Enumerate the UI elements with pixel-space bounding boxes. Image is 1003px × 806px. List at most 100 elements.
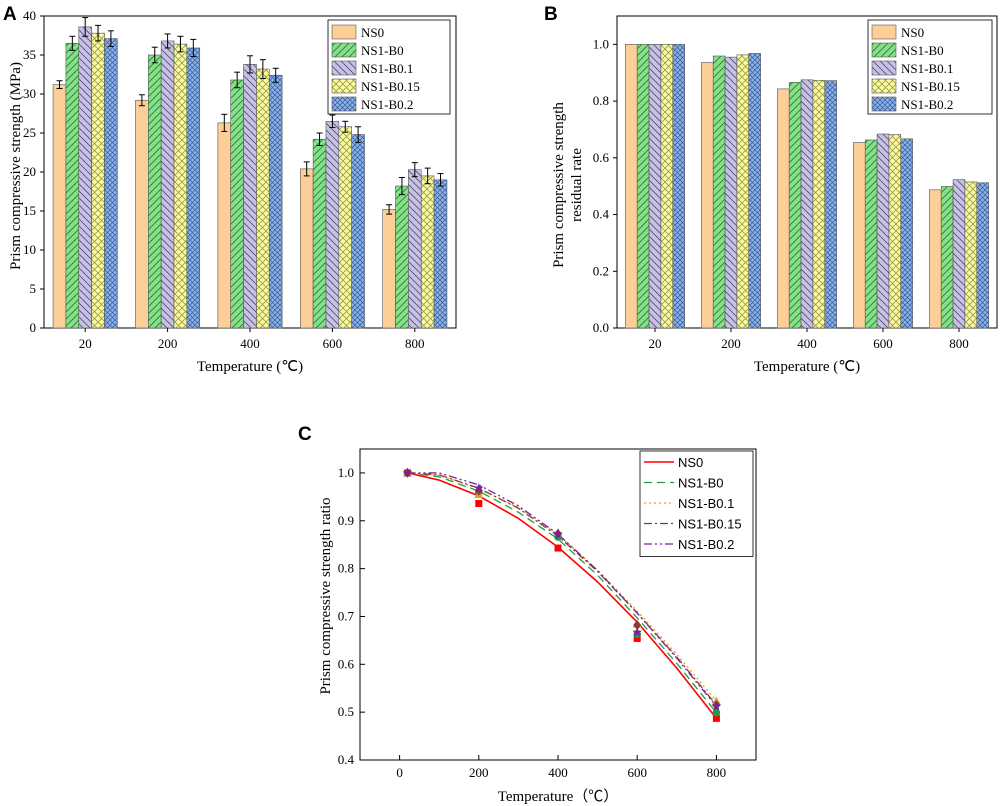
panel-c-ytick-label: 0.4 bbox=[338, 752, 355, 767]
panel-c-point-ns1-b0-2-400 bbox=[553, 529, 563, 539]
panel-a-ytick-label: 0 bbox=[30, 320, 37, 335]
panel-b-ytick-label: 0.6 bbox=[593, 150, 610, 165]
panel-a-bar-ns1-b0-2-600 bbox=[351, 134, 365, 329]
panel-a-bar-ns1-b0-1-20 bbox=[78, 26, 92, 329]
panel-c-point-ns1-b0-800 bbox=[712, 708, 721, 717]
panel-c-legend-label-ns1-b0: NS1-B0 bbox=[678, 476, 724, 491]
panel-a-chart: 0 5 10 15 20 25 30 35 40 20 200 400 600 800 NS0 NS1-B0 N… bbox=[23, 8, 457, 351]
panel-c-xtick-label: 800 bbox=[707, 765, 727, 780]
panel-a-bar-ns1-b0-15-20 bbox=[91, 32, 105, 329]
panel-c-ytick-label: 1.0 bbox=[338, 465, 354, 480]
panel-c-legend-label-ns1-b0-2: NS1-B0.2 bbox=[678, 537, 734, 552]
panel-c-legend-label-ns1-b0-1: NS1-B0.1 bbox=[678, 496, 734, 511]
panel-c-point-ns0-800 bbox=[712, 714, 720, 722]
panel-a-xtick-label: 20 bbox=[79, 336, 92, 351]
panel-a-bar-ns1-b0-2-800 bbox=[433, 179, 448, 329]
panel-c-legend-box bbox=[639, 450, 754, 557]
panel-c-xtick-label: 400 bbox=[548, 765, 568, 780]
panel-b-bar-ns1-b0-200 bbox=[712, 55, 726, 329]
panel-b-xtick-label: 200 bbox=[721, 336, 741, 351]
panel-a-ytick-label: 5 bbox=[30, 281, 37, 296]
panel-a-bar-ns1-b0-1-600 bbox=[325, 121, 340, 329]
panel-a-bar-ns0-800 bbox=[382, 209, 396, 329]
panel-b-bar-ns1-b0-15-800 bbox=[964, 181, 978, 329]
panel-c-ytick-label: 0.5 bbox=[338, 704, 354, 719]
panel-a-bar-ns0-400 bbox=[217, 122, 232, 329]
panel-a-legend-label-ns1-b0-15: NS1-B0.15 bbox=[361, 79, 420, 94]
panel-b-chart: 0.0 0.2 0.4 0.6 0.8 1.0 20 200 400 600 800 NS0 NS1-B… bbox=[593, 15, 998, 351]
panel-b-legend-swatch-ns1-b0 bbox=[871, 42, 897, 58]
panel-c-xlabel: Temperature（℃） bbox=[498, 788, 619, 805]
panel-a-legend-label-ns1-b0-2: NS1-B0.2 bbox=[361, 97, 413, 112]
panel-a-legend-swatch-ns0 bbox=[331, 24, 357, 40]
panel-a-ytick-label: 15 bbox=[23, 203, 36, 218]
panel-a-xtick-label: 200 bbox=[158, 336, 178, 351]
panel-b-xtick-label: 400 bbox=[797, 336, 817, 351]
panel-b-bar-ns1-b0-400 bbox=[788, 82, 802, 329]
panel-a-ytick-label: 40 bbox=[23, 8, 36, 23]
panel-b-bar-ns1-b0-2-800 bbox=[976, 182, 989, 329]
panel-a-letter: A bbox=[3, 4, 17, 25]
panel-b-bar-ns0-800 bbox=[929, 189, 942, 329]
panel-b-bar-ns1-b0-2-600 bbox=[900, 138, 913, 329]
panel-a-bar-ns1-b0-15-600 bbox=[338, 126, 352, 329]
panel-a-legend-label-ns1-b0-1: NS1-B0.1 bbox=[361, 61, 413, 76]
panel-b-bar-ns0-600 bbox=[853, 142, 866, 329]
panel-b-legend-label-ns1-b0-15: NS1-B0.15 bbox=[901, 79, 960, 94]
panel-b-bar-ns1-b0-15-400 bbox=[812, 80, 826, 329]
panel-c-letter: C bbox=[298, 424, 312, 445]
panel-b-legend-label-ns1-b0: NS1-B0 bbox=[901, 43, 944, 58]
panel-a-legend-swatch-ns1-b0-1 bbox=[331, 60, 357, 76]
panel-b-legend-label-ns1-b0-1: NS1-B0.1 bbox=[901, 61, 953, 76]
panel-a-bar-ns0-200 bbox=[135, 99, 149, 329]
panel-b-xtick-label: 600 bbox=[873, 336, 893, 351]
panel-b-bar-ns1-b0-15-200 bbox=[736, 54, 750, 329]
panel-a-ytick-label: 25 bbox=[23, 125, 36, 140]
panel-a-xtick-label: 600 bbox=[323, 336, 343, 351]
panel-c-fit-line-ns1-b0 bbox=[407, 472, 717, 714]
panel-b-bar-ns1-b0-1-20 bbox=[648, 44, 662, 329]
panel-a-legend-swatch-ns1-b0 bbox=[331, 42, 357, 58]
panel-b-bar-ns1-b0-800 bbox=[940, 186, 954, 329]
panel-b-bar-ns1-b0-20 bbox=[636, 44, 650, 329]
panel-a-bar-ns0-20 bbox=[52, 84, 67, 329]
panel-a-xtick-label: 800 bbox=[405, 336, 425, 351]
panel-b-bar-ns0-20 bbox=[625, 44, 638, 329]
panel-b-xtick-label: 800 bbox=[949, 336, 969, 351]
panel-b-bar-ns1-b0-2-200 bbox=[748, 53, 761, 329]
panel-c-ytick-label: 0.7 bbox=[338, 608, 355, 623]
panel-a-ytick-label: 10 bbox=[23, 242, 36, 257]
panel-a-ylabel: Prism compressive strength (MPa) bbox=[8, 62, 24, 270]
panel-b-letter: B bbox=[544, 4, 558, 25]
panel-a-bar-ns1-b0-1-400 bbox=[243, 64, 257, 329]
panel-a-ytick-label: 30 bbox=[23, 86, 36, 101]
panel-b-ytick-label: 0.4 bbox=[593, 207, 610, 222]
panel-a-bar-ns1-b0-600 bbox=[312, 138, 327, 329]
panel-a-legend-swatch-ns1-b0-15 bbox=[331, 78, 357, 94]
panel-c-point-ns1-b0-2-20 bbox=[402, 467, 413, 477]
panel-a-ytick-label: 35 bbox=[23, 47, 36, 62]
panel-b-legend-swatch-ns1-b0-15 bbox=[871, 78, 897, 94]
panel-b-legend-swatch-ns0 bbox=[871, 24, 897, 40]
panel-a-bar-ns1-b0-20 bbox=[65, 42, 80, 329]
panel-b-ytick-label: 0.8 bbox=[593, 93, 609, 108]
panel-c-point-ns1-b0-2-200 bbox=[474, 483, 484, 493]
panel-c-point-ns1-b0-2-600 bbox=[632, 627, 642, 637]
panel-a-bar-ns0-600 bbox=[299, 168, 314, 329]
panel-c-ytick-label: 0.9 bbox=[338, 513, 354, 528]
panel-c-xtick-label: 200 bbox=[469, 765, 489, 780]
panel-b-legend-swatch-ns1-b0-1 bbox=[871, 60, 897, 76]
panel-a-bar-ns1-b0-15-400 bbox=[256, 68, 270, 329]
panel-b-bar-ns1-b0-15-20 bbox=[660, 44, 674, 329]
panel-c-point-ns0-400 bbox=[554, 544, 562, 552]
panel-b-xlabel: Temperature (℃) bbox=[754, 359, 860, 375]
panel-c-ytick-label: 0.6 bbox=[338, 656, 355, 671]
panel-a-bar-ns1-b0-15-200 bbox=[173, 43, 188, 329]
panel-b-bar-ns1-b0-1-400 bbox=[800, 79, 814, 329]
panel-b-ylabel-line2: residual rate bbox=[569, 148, 585, 222]
panel-b-bar-ns1-b0-2-400 bbox=[824, 80, 837, 329]
panel-a-bar-ns1-b0-2-20 bbox=[104, 38, 118, 329]
panel-a-bar-ns1-b0-400 bbox=[230, 79, 244, 329]
panel-a-xlabel: Temperature (℃) bbox=[197, 359, 303, 375]
panel-b-bar-ns1-b0-1-800 bbox=[952, 179, 966, 329]
